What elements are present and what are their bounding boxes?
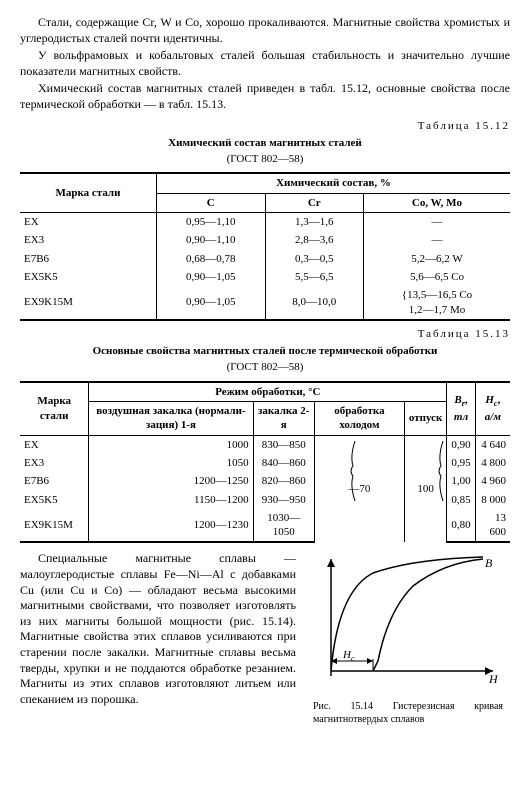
t1-cell: 5,5—6,5 (265, 268, 363, 286)
table1-subtitle: (ГОСТ 802—58) (20, 152, 510, 166)
paragraph-1: Стали, содержащие Cr, W и Co, хорошо про… (20, 15, 510, 46)
t2-cell: 1200—1250 (89, 472, 253, 490)
t1-cell: 0,90—1,10 (156, 231, 265, 249)
t1-cell: 5,6—6,5 Co (363, 268, 510, 286)
t1-cell: EX5K5 (20, 268, 156, 286)
t1-cell: — (363, 231, 510, 249)
t2-cell: EX5K5 (20, 491, 89, 509)
t1-header-c: C (156, 193, 265, 212)
t2-header-group: Режим обработки, °C (89, 382, 447, 402)
t1-cell: EX (20, 213, 156, 232)
t2-cell: 830—850 (253, 435, 314, 454)
t2-cell: 930—950 (253, 491, 314, 509)
brace-icon (315, 436, 365, 506)
bottom-section: Специальные магнитные сплавы — малоуглер… (20, 551, 510, 726)
t1-header-marka: Марка стали (20, 173, 156, 212)
t1-cell: 0,90—1,05 (156, 268, 265, 286)
t2-cell: 1050 (89, 454, 253, 472)
t2-header-air: воздушная закалка (нормали­зация) 1-я (89, 402, 253, 436)
t2-cell: 1030—1050 (253, 509, 314, 543)
t1-cell: 1,3—1,6 (265, 213, 363, 232)
t2-header-br: Br,тл (447, 382, 475, 435)
t2-cell: 4 800 (475, 454, 510, 472)
table1-label: Таблица 15.12 (20, 119, 510, 133)
t2-cell: 820—860 (253, 472, 314, 490)
t2-header-temper: отпуск (404, 402, 446, 436)
t2-cell: 1000 (89, 435, 253, 454)
t2-header-hc: Hc,а/м (475, 382, 510, 435)
bottom-paragraph: Специальные магнитные сплавы — малоуглер… (20, 551, 296, 707)
table1-title: Химический состав магнитных сталей (20, 136, 510, 150)
axis-h-label: H (488, 672, 499, 686)
table-2: Марка стали Режим обработки, °C Br,тл Hc… (20, 381, 510, 544)
t2-cell-temper: 100 (404, 435, 446, 542)
t1-cell: {13,5—16,5 Co 1,2—1,7 Mo (363, 286, 510, 320)
t1-cell: 5,2—6,2 W (363, 250, 510, 268)
t2-cell: 840—860 (253, 454, 314, 472)
t1-cell: EX9K15M (20, 286, 156, 320)
t1-cell: EX3 (20, 231, 156, 249)
table2-label: Таблица 15.13 (20, 327, 510, 341)
t2-cell: 4 960 (475, 472, 510, 490)
t2-cell: 0,80 (447, 509, 475, 543)
t1-cell: 0,68—0,78 (156, 250, 265, 268)
figure-caption: Рис. 15.14 Гистерезисная кривая магнитно… (313, 700, 503, 726)
t1-cell: 0,3—0,5 (265, 250, 363, 268)
t1-cell: 0,95—1,10 (156, 213, 265, 232)
t2-header-cold: обработка холодом (314, 402, 404, 436)
t2-cell: 8 000 (475, 491, 510, 509)
t2-cell: E7B6 (20, 472, 89, 490)
t2-cell: 1200—1230 (89, 509, 253, 543)
table-1: Марка стали Химический состав, % C Cr Co… (20, 172, 510, 320)
axis-hc-label: Hc (342, 649, 355, 663)
t1-cell: 2,8—3,6 (265, 231, 363, 249)
t1-header-cr: Cr (265, 193, 363, 212)
t2-cell: 13 600 (475, 509, 510, 543)
t1-cell: — (363, 213, 510, 232)
table2-subtitle: (ГОСТ 802—58) (20, 360, 510, 374)
t2-header-marka: Марка стали (20, 382, 89, 435)
table2-title: Основные свойства магнитных сталей после… (20, 344, 510, 358)
t1-cell: E7B6 (20, 250, 156, 268)
t1-header-extra: Co, W, Mo (363, 193, 510, 212)
t2-cell-cold: —70 (314, 435, 404, 542)
t1-cell: 0,90—1,05 (156, 286, 265, 320)
bottom-text: Специальные магнитные сплавы — малоуглер… (20, 551, 296, 726)
t2-header-q2: закалка 2-я (253, 402, 314, 436)
t1-header-group: Химический состав, % (156, 173, 510, 193)
paragraph-2: У вольфрамовых и кобальтовых сталей боль… (20, 48, 510, 79)
t1-cell: 8,0—10,0 (265, 286, 363, 320)
t2-cell: 1150—1200 (89, 491, 253, 509)
hysteresis-chart: B H Hc (313, 551, 503, 696)
t2-cell: 4 640 (475, 435, 510, 454)
t2-cell: EX (20, 435, 89, 454)
t2-cell: EX9K15M (20, 509, 89, 543)
figure-area: B H Hc Рис. 15.14 Гистерезисная кривая м… (306, 551, 510, 726)
axis-b-label: B (485, 556, 493, 570)
brace-icon (405, 436, 455, 506)
paragraph-3: Химический состав магнитных сталей приве… (20, 81, 510, 112)
t2-cell: EX3 (20, 454, 89, 472)
